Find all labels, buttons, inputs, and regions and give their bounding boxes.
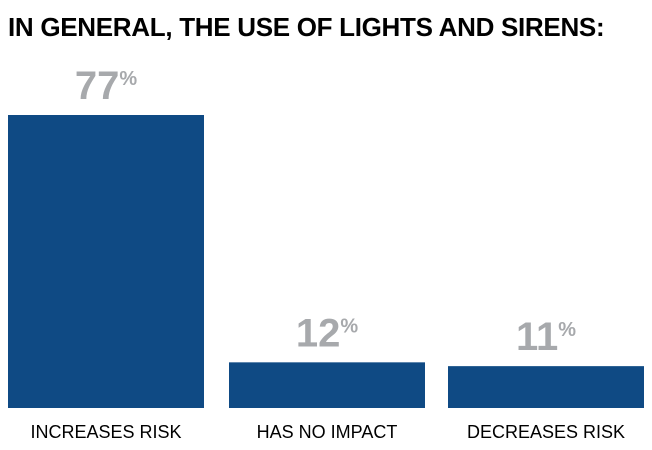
value-labels-group: 77% 12% 11%	[75, 64, 576, 359]
bar-increases-risk	[8, 115, 204, 408]
bar-decreases-risk	[448, 366, 644, 408]
bars-group	[8, 115, 644, 408]
bar-has-no-impact	[229, 362, 425, 408]
category-label-decreases-risk: DECREASES RISK	[467, 422, 625, 442]
value-label-decreases-risk: 11%	[516, 315, 576, 359]
value-label-has-no-impact: 12%	[296, 311, 359, 355]
category-label-increases-risk: INCREASES RISK	[30, 422, 181, 442]
category-label-has-no-impact: HAS NO IMPACT	[257, 422, 398, 442]
value-label-increases-risk: 77%	[75, 64, 138, 108]
chart-title: IN GENERAL, THE USE OF LIGHTS AND SIRENS…	[8, 12, 605, 42]
category-labels-group: INCREASES RISK HAS NO IMPACT DECREASES RIS…	[30, 422, 625, 442]
